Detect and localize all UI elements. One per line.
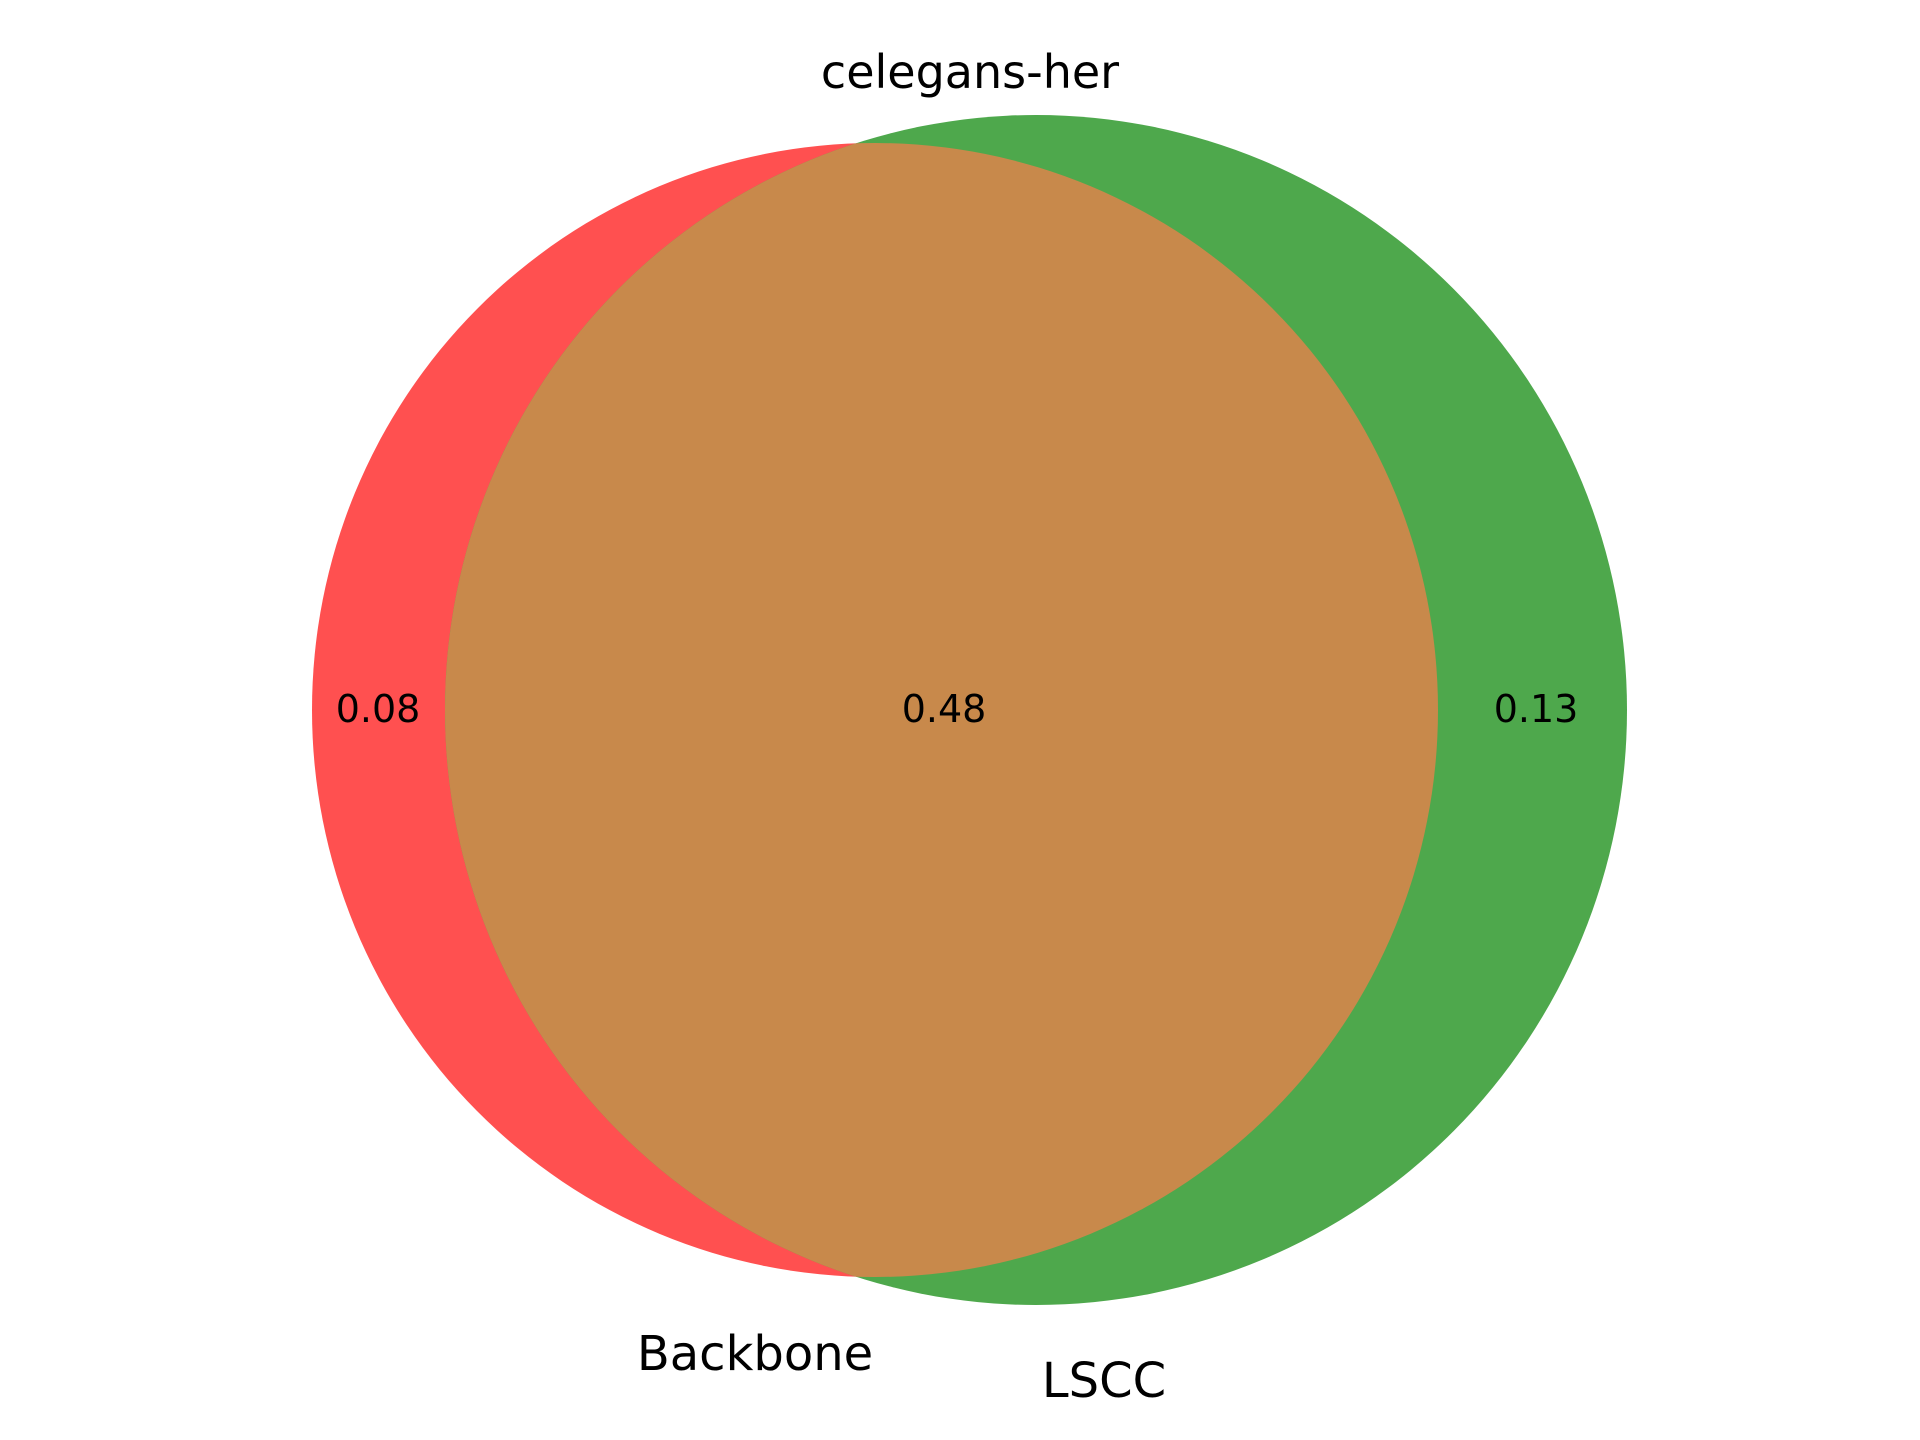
set-label-lscc: LSCC <box>1042 1353 1166 1409</box>
overlap-region <box>445 143 1438 1277</box>
region-label-intersection: 0.48 <box>902 687 987 731</box>
diagram-title: celegans-her <box>821 45 1119 99</box>
region-label-lscc-only: 0.13 <box>1494 687 1579 731</box>
set-label-backbone: Backbone <box>637 1326 873 1382</box>
region-label-backbone-only: 0.08 <box>336 687 421 731</box>
